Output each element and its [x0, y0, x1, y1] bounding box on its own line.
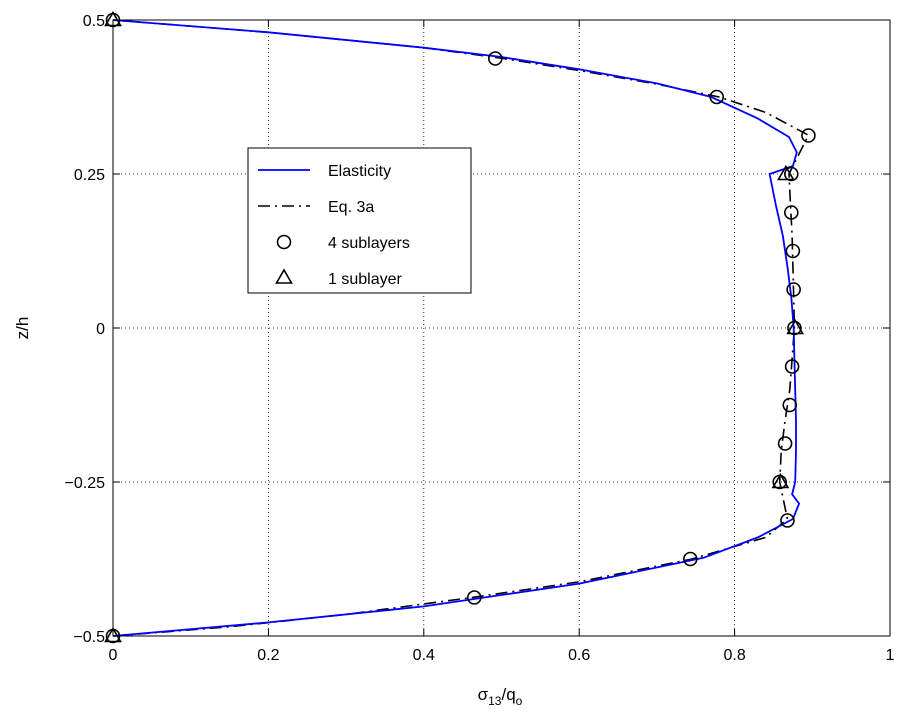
marker-4-sublayers — [777, 436, 793, 451]
marker-4-sublayers — [785, 243, 801, 259]
x-tick-label: 0.4 — [413, 647, 435, 664]
series-eq3a-line — [112, 19, 810, 637]
ticks: 0 0.2 0.4 0.6 0.8 1 −0.5 −0.25 0 0.25 0.5 — [65, 13, 895, 664]
marker-4-sublayers — [786, 282, 801, 297]
marker-4-sublayers — [782, 397, 798, 413]
marker-4-sublayers — [709, 89, 725, 105]
y-axis-label: z/h — [13, 317, 32, 340]
y-tick-label: 0.5 — [83, 13, 105, 30]
x-tick-label: 0.2 — [257, 647, 279, 664]
marker-1-sublayer — [786, 318, 805, 335]
x-axis-label-base-sub: 13 — [488, 694, 502, 708]
marker-4-sublayers — [784, 205, 799, 220]
x-axis-label: σ13/qo — [478, 685, 523, 708]
marker-4-sublayers — [784, 359, 800, 374]
x-axis-label-tail-sub: o — [516, 694, 523, 708]
marker-group — [104, 10, 816, 644]
y-tick-label: 0 — [96, 321, 105, 338]
marker-4-sublayers — [487, 51, 503, 66]
marker-1-sublayer — [771, 472, 790, 489]
marker-4-sublayers — [801, 128, 816, 143]
x-axis-label-base: σ — [478, 685, 489, 704]
marker-4-sublayers — [780, 513, 795, 528]
series-group — [112, 19, 810, 637]
x-tick-label: 0 — [109, 647, 118, 664]
legend-label-1-sublayer: 1 sublayer — [328, 271, 402, 288]
marker-1-sublayer — [104, 626, 122, 643]
y-tick-label: 0.25 — [74, 167, 105, 184]
marker-4-sublayers — [784, 166, 799, 182]
x-tick-label: 1 — [886, 647, 895, 664]
marker-1-sublayer — [776, 164, 795, 181]
legend-label-elasticity: Elasticity — [328, 163, 391, 180]
y-tick-label: −0.5 — [73, 629, 105, 646]
x-tick-label: 0.8 — [723, 647, 745, 664]
y-tick-label: −0.25 — [65, 475, 106, 492]
series-elasticity-line — [112, 19, 801, 637]
legend-marker-1-sublayer — [275, 268, 293, 284]
legend-marker-4-sublayers — [276, 234, 292, 250]
legend: Elasticity Eq. 3a 4 sublayers 1 sublayer — [247, 147, 472, 294]
x-axis-label-sep: /q — [501, 685, 515, 704]
legend-box — [247, 147, 472, 294]
x-tick-label: 0.6 — [568, 647, 590, 664]
marker-4-sublayers — [467, 590, 482, 605]
marker-4-sublayers — [683, 551, 698, 567]
grid — [113, 20, 890, 636]
legend-label-4-sublayers: 4 sublayers — [328, 235, 410, 252]
legend-label-eq3a: Eq. 3a — [328, 199, 374, 216]
